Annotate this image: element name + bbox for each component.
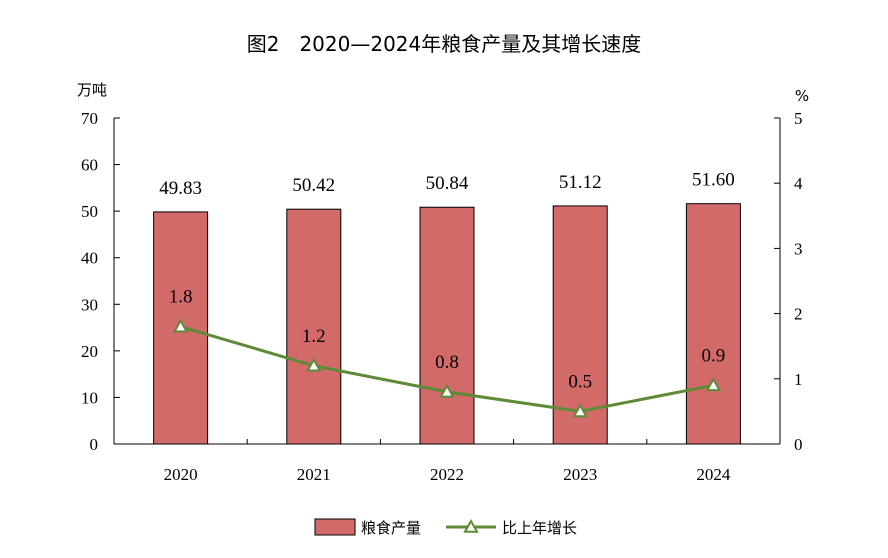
growth-label-2021: 1.2 [302,326,326,347]
left-tick-label: 40 [81,249,98,268]
bar-2024 [685,203,741,445]
left-axis-unit: 万吨 [77,81,107,99]
x-tick-label-2024: 2024 [696,465,731,484]
right-tick-label: 4 [794,174,803,193]
legend-swatch-bar [314,518,356,536]
left-tick-label: 30 [81,295,98,314]
legend-label-line: 比上年增长 [502,519,577,537]
right-tick-label: 0 [794,435,803,454]
right-tick-label: 3 [794,239,803,258]
bar-label-2024: 51.60 [692,170,735,191]
bar-label-2022: 50.84 [426,173,469,194]
bar-2023 [552,205,608,445]
growth-label-2024: 0.9 [702,345,726,366]
bar-2021 [286,208,342,445]
legend: 粮食产量 比上年增长 [314,518,577,537]
bar-label-2020: 49.83 [159,178,202,199]
chart-title: 图2 2020—2024年粮食产量及其增长速度 [247,32,642,56]
growth-point-2023 [572,403,588,418]
left-tick-label: 70 [81,109,98,128]
left-tick-label: 0 [90,435,99,454]
x-tick-label-2022: 2022 [430,465,464,484]
x-tick-label-2021: 2021 [297,465,331,484]
growth-point-2024 [705,377,722,392]
legend-label-bar: 粮食产量 [361,519,421,537]
x-tick-label-2023: 2023 [563,465,597,484]
bar-label-2021: 50.42 [292,175,335,196]
growth-label-2020: 1.8 [169,287,193,308]
right-tick-label: 1 [794,370,803,389]
bar-label-2023: 51.12 [559,172,602,193]
growth-point-2020 [172,318,189,333]
legend-swatch-marker [463,518,479,533]
growth-label-2022: 0.8 [435,352,459,373]
bar-2022 [419,206,475,445]
plot-area: 49.83 50.42 50.84 51.12 51.60010203040506070… [81,109,803,484]
growth-point-2021 [306,357,322,372]
left-tick-label: 20 [81,342,98,361]
left-tick-label: 60 [81,156,98,175]
right-tick-label: 2 [794,305,803,324]
left-tick-label: 50 [81,202,98,221]
growth-point-2022 [439,383,455,398]
x-tick-label-2020: 2020 [164,465,198,484]
left-tick-label: 10 [81,388,98,407]
growth-label-2023: 0.5 [568,371,592,392]
right-axis-unit: % [795,87,809,105]
right-tick-label: 5 [794,109,803,128]
